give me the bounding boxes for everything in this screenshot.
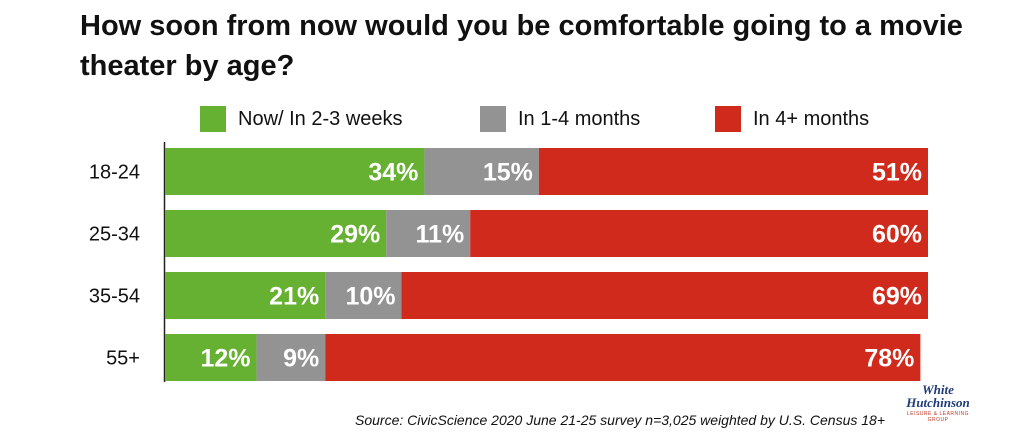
legend-item-mid: In 1-4 months: [480, 106, 640, 132]
data-label-later: 51%: [872, 159, 922, 187]
legend-swatch-later: [715, 106, 741, 132]
data-label-later: 78%: [864, 345, 914, 373]
bar-segment-mid: [325, 272, 402, 319]
category-label: 25-34: [89, 224, 140, 246]
bar-segment-now: [165, 334, 257, 381]
chart-title: How soon from now would you be comfortab…: [80, 10, 963, 82]
category-label: 18-24: [89, 162, 140, 184]
data-label-mid: 9%: [283, 345, 319, 373]
data-label-later: 60%: [872, 221, 922, 249]
white-hutchinson-logo: White Hutchinson LEISURE & LEARNING GROU…: [906, 382, 970, 423]
legend-item-later: In 4+ months: [715, 106, 869, 132]
legend-label-later: In 4+ months: [753, 107, 870, 130]
legend-swatch-mid: [480, 106, 506, 132]
bar-segment-later: [470, 210, 928, 257]
legend-item-now: Now/ In 2-3 weeks: [200, 106, 403, 132]
source-note: Source: CivicScience 2020 June 21-25 sur…: [355, 412, 885, 428]
bar-segment-now: [165, 210, 387, 257]
bar-segment-mid: [256, 334, 326, 381]
bar-segment-now: [165, 148, 425, 195]
legend-swatch-now: [200, 106, 226, 132]
data-label-now: 21%: [269, 283, 319, 311]
bar-segment-later: [325, 334, 921, 381]
category-label: 55+: [106, 348, 140, 370]
bar-segment-mid: [386, 210, 471, 257]
data-label-mid: 11%: [416, 221, 465, 249]
category-label: 35-54: [89, 286, 140, 308]
data-label-later: 69%: [872, 283, 922, 311]
legend-label-mid: In 1-4 months: [518, 107, 641, 130]
legend-label-now: Now/ In 2-3 weeks: [238, 107, 403, 130]
data-label-mid: 15%: [483, 159, 533, 187]
bar-segment-later: [401, 272, 928, 319]
data-label-now: 34%: [368, 159, 418, 187]
bar-segment-mid: [424, 148, 539, 195]
bar-segment-later: [538, 148, 928, 195]
legend: Now/ In 2-3 weeks In 1-4 months In 4+ mo…: [0, 106, 1024, 136]
data-label-now: 29%: [330, 221, 380, 249]
data-label-mid: 10%: [345, 283, 395, 311]
bar-segment-now: [165, 272, 326, 319]
data-label-now: 12%: [201, 345, 251, 373]
